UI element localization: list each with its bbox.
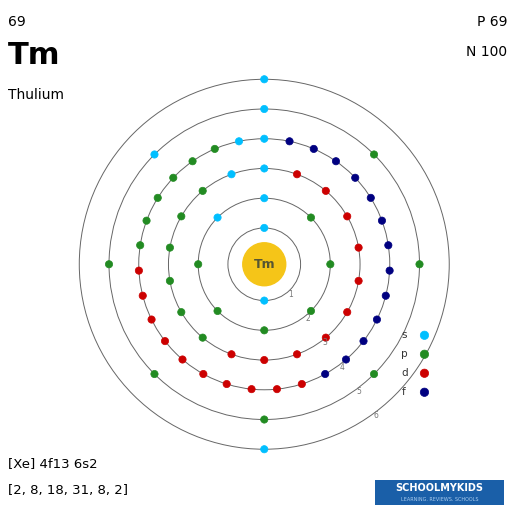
Circle shape — [223, 380, 230, 388]
Circle shape — [261, 195, 268, 202]
Circle shape — [310, 145, 317, 153]
Circle shape — [261, 105, 268, 113]
Circle shape — [139, 292, 146, 300]
Circle shape — [416, 261, 423, 268]
Circle shape — [261, 165, 268, 172]
Circle shape — [355, 278, 362, 285]
Text: 5: 5 — [357, 387, 361, 396]
Circle shape — [261, 297, 268, 304]
Text: N 100: N 100 — [466, 45, 507, 58]
Text: s: s — [401, 330, 407, 340]
Circle shape — [344, 309, 351, 316]
Text: Thulium: Thulium — [8, 88, 65, 101]
Circle shape — [420, 350, 429, 358]
Circle shape — [298, 380, 306, 388]
Text: [2, 8, 18, 31, 8, 2]: [2, 8, 18, 31, 8, 2] — [8, 484, 129, 497]
Circle shape — [148, 316, 155, 323]
Text: 2: 2 — [306, 314, 310, 323]
Text: LEARNING. REVIEWS. SCHOOLS: LEARNING. REVIEWS. SCHOOLS — [400, 497, 478, 502]
Circle shape — [228, 170, 235, 178]
Circle shape — [199, 187, 206, 195]
Circle shape — [420, 369, 429, 377]
Circle shape — [373, 316, 380, 323]
Circle shape — [261, 76, 268, 83]
Circle shape — [385, 242, 392, 249]
Circle shape — [344, 212, 351, 220]
Circle shape — [166, 244, 174, 251]
Circle shape — [420, 388, 429, 396]
Circle shape — [151, 151, 158, 158]
Text: 3: 3 — [323, 338, 327, 347]
Circle shape — [243, 243, 286, 286]
Circle shape — [273, 386, 281, 393]
Circle shape — [248, 386, 255, 393]
Circle shape — [154, 194, 161, 202]
Text: 69: 69 — [8, 15, 26, 29]
Text: SCHOOLMYKIDS: SCHOOLMYKIDS — [395, 483, 483, 493]
Circle shape — [352, 174, 359, 181]
Circle shape — [178, 309, 185, 316]
Circle shape — [261, 135, 268, 142]
Text: f: f — [401, 387, 405, 397]
Text: 6: 6 — [374, 411, 378, 420]
Text: Tm: Tm — [8, 41, 61, 70]
Circle shape — [214, 214, 221, 221]
Text: p: p — [401, 349, 408, 359]
Circle shape — [236, 138, 243, 145]
Circle shape — [178, 212, 185, 220]
Circle shape — [261, 224, 268, 231]
Circle shape — [151, 370, 158, 378]
Circle shape — [135, 267, 142, 274]
Circle shape — [137, 242, 144, 249]
Circle shape — [261, 416, 268, 423]
Circle shape — [382, 292, 390, 300]
Circle shape — [420, 331, 429, 339]
Circle shape — [386, 267, 393, 274]
Circle shape — [355, 244, 362, 251]
Circle shape — [286, 138, 293, 145]
Circle shape — [105, 261, 113, 268]
Circle shape — [211, 145, 219, 153]
Circle shape — [161, 337, 168, 345]
Circle shape — [261, 327, 268, 334]
Text: Tm: Tm — [253, 258, 275, 271]
Circle shape — [169, 174, 177, 181]
Circle shape — [378, 217, 386, 224]
Circle shape — [179, 356, 186, 363]
Text: P 69: P 69 — [477, 15, 507, 29]
Circle shape — [293, 170, 301, 178]
Text: [Xe] 4f13 6s2: [Xe] 4f13 6s2 — [8, 458, 98, 471]
Circle shape — [166, 278, 174, 285]
Circle shape — [199, 334, 206, 342]
Circle shape — [322, 370, 329, 378]
Circle shape — [322, 334, 329, 342]
Circle shape — [327, 261, 334, 268]
Circle shape — [307, 307, 314, 314]
Circle shape — [261, 445, 268, 453]
Circle shape — [370, 151, 378, 158]
Circle shape — [261, 356, 268, 364]
Circle shape — [322, 187, 329, 195]
Circle shape — [143, 217, 150, 224]
Text: d: d — [401, 368, 408, 378]
Circle shape — [189, 158, 196, 165]
Circle shape — [195, 261, 202, 268]
Circle shape — [293, 351, 301, 358]
Circle shape — [307, 214, 314, 221]
Circle shape — [343, 356, 350, 363]
Circle shape — [332, 158, 339, 165]
Circle shape — [200, 370, 207, 378]
Circle shape — [360, 337, 367, 345]
Circle shape — [370, 370, 378, 378]
Circle shape — [214, 307, 221, 314]
Circle shape — [367, 194, 374, 202]
Text: 4: 4 — [339, 362, 345, 372]
Text: 1: 1 — [288, 289, 293, 298]
Circle shape — [228, 351, 235, 358]
FancyBboxPatch shape — [375, 480, 504, 505]
